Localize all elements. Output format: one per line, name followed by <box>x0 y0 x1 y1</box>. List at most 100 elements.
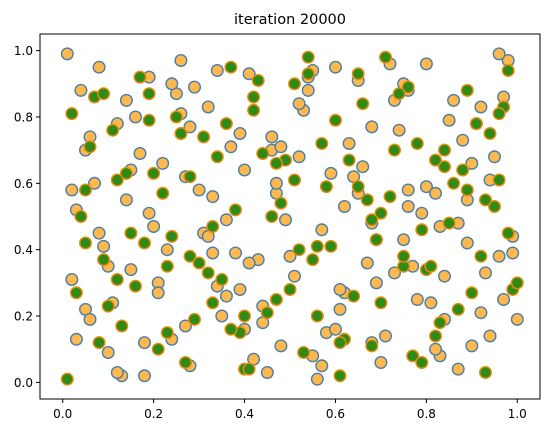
scatter-point <box>237 163 251 177</box>
scatter-point <box>342 153 356 167</box>
scatter-point <box>69 332 83 346</box>
scatter-point <box>215 273 229 287</box>
scatter-point <box>479 193 493 207</box>
scatter-point <box>410 136 424 150</box>
scatter-point <box>115 319 129 333</box>
scatter-point <box>142 206 156 220</box>
scatter-point <box>242 256 256 270</box>
scatter-point <box>269 156 283 170</box>
scatter-point <box>133 146 147 160</box>
scatter-point <box>492 47 506 61</box>
scatter-point <box>269 293 283 307</box>
scatter-point <box>329 113 343 127</box>
scatter-point <box>388 266 402 280</box>
scatter-point <box>374 296 388 310</box>
scatter-point <box>260 366 274 380</box>
scatter-point <box>510 312 524 326</box>
y-tick-label: 0.2 <box>14 310 33 324</box>
scatter-point <box>247 90 261 104</box>
scatter-point <box>483 126 497 140</box>
scatter-point <box>351 180 365 194</box>
scatter-point <box>101 299 115 313</box>
scatter-point <box>183 170 197 184</box>
scatter-point <box>174 54 188 68</box>
scatter-point <box>392 87 406 101</box>
scatter-point <box>183 120 197 134</box>
scatter-point <box>92 226 106 240</box>
scatter-point <box>333 302 347 316</box>
scatter-point <box>379 50 393 64</box>
scatter-point <box>156 156 170 170</box>
scatter-point <box>315 136 329 150</box>
scatter-point <box>438 160 452 174</box>
scatter-point <box>233 126 247 140</box>
scatter-point <box>456 133 470 147</box>
scatter-point <box>469 117 483 131</box>
scatter-point <box>456 163 470 177</box>
scatter-point <box>147 219 161 233</box>
scatter-point <box>206 246 220 260</box>
scatter-point <box>283 283 297 297</box>
scatter-point <box>128 110 142 124</box>
y-tick-label: 0.0 <box>14 376 33 390</box>
scatter-point <box>401 80 415 94</box>
scatter-point <box>137 336 151 350</box>
markers-layer <box>60 47 524 386</box>
scatter-point <box>451 302 465 316</box>
scatter-point <box>401 199 415 213</box>
scatter-point <box>224 322 238 336</box>
scatter-point <box>260 306 274 320</box>
scatter-point <box>97 253 111 267</box>
scatter-point <box>251 73 265 87</box>
scatter-point <box>442 216 456 230</box>
scatter-point <box>451 362 465 376</box>
scatter-point <box>510 276 524 290</box>
scatter-point <box>110 366 124 380</box>
scatter-point <box>187 80 201 94</box>
x-tick-label: 0.4 <box>235 407 254 421</box>
scatter-point <box>242 362 256 376</box>
scatter-point <box>97 239 111 253</box>
scatter-point <box>406 349 420 363</box>
scatter-point <box>197 130 211 144</box>
scatter-point <box>329 60 343 74</box>
scatter-point <box>169 110 183 124</box>
scatter-point <box>438 269 452 283</box>
scatter-point <box>292 243 306 257</box>
scatter-point <box>324 239 338 253</box>
scatter-point <box>201 100 215 114</box>
scatter-point <box>237 309 251 323</box>
scatter-point <box>265 209 279 223</box>
scatter-point <box>479 366 493 380</box>
scatter-point <box>265 130 279 144</box>
scatter-point <box>110 273 124 287</box>
x-tick-label: 0.6 <box>326 407 345 421</box>
scatter-point <box>365 120 379 134</box>
scatter-point <box>192 183 206 197</box>
x-tick-label: 1.0 <box>508 407 527 421</box>
scatter-point <box>92 60 106 74</box>
scatter-point <box>292 97 306 111</box>
scatter-point <box>492 107 506 121</box>
scatter-point <box>460 83 474 97</box>
y-tick-label: 0.6 <box>14 177 33 191</box>
scatter-point <box>474 249 488 263</box>
scatter-point <box>392 123 406 137</box>
scatter-point <box>365 339 379 353</box>
scatter-point <box>156 186 170 200</box>
scatter-point <box>288 269 302 283</box>
plot-frame <box>39 33 541 400</box>
scatter-point <box>319 180 333 194</box>
scatter-point <box>160 326 174 340</box>
scatter-point <box>233 283 247 297</box>
scatter-point <box>410 293 424 307</box>
scatter-point <box>333 369 347 383</box>
scatter-point <box>74 209 88 223</box>
scatter-point <box>160 243 174 257</box>
scatter-point <box>269 176 283 190</box>
scatter-point <box>488 199 502 213</box>
scatter-point <box>147 166 161 180</box>
scatter-point <box>101 346 115 360</box>
scatter-point <box>415 356 429 370</box>
